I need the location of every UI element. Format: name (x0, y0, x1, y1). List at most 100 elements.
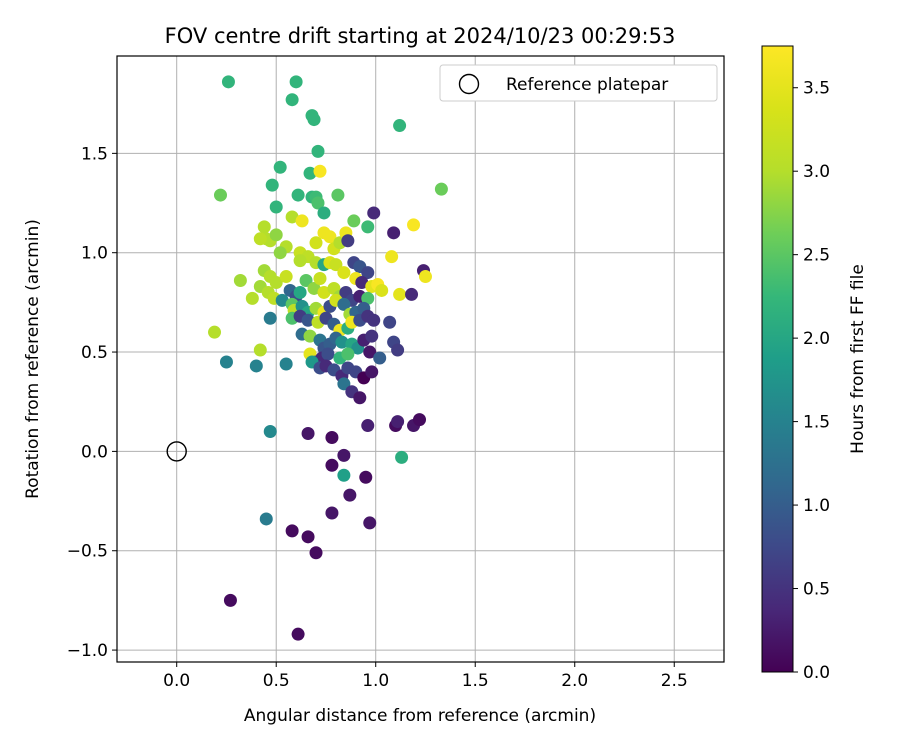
data-point (285, 93, 299, 107)
data-point (279, 270, 293, 284)
data-point (413, 413, 427, 427)
data-point (285, 524, 299, 538)
y-tick-label: 0.0 (81, 442, 108, 462)
data-point (301, 427, 315, 441)
data-point (253, 343, 267, 357)
y-tick-label: 1.0 (81, 244, 108, 264)
data-point (307, 281, 321, 295)
data-point (301, 313, 315, 327)
data-point (269, 228, 283, 242)
data-point (341, 347, 355, 361)
data-point (221, 75, 235, 89)
colorbar-tick-label: 1.0 (803, 496, 830, 516)
y-tick-label: 0.5 (81, 343, 108, 363)
legend-marker-reference (458, 73, 480, 95)
data-point (233, 274, 247, 288)
data-point (365, 365, 379, 379)
x-axis-label: Angular distance from reference (arcmin) (244, 706, 596, 726)
data-point (249, 359, 263, 373)
data-point (325, 430, 339, 444)
data-point (337, 448, 351, 462)
x-tick-label: 0.5 (263, 671, 290, 691)
data-point (391, 415, 405, 429)
data-point (259, 512, 273, 526)
data-point (375, 283, 389, 297)
colorbar-tick-label: 1.5 (803, 413, 830, 433)
data-point (367, 313, 381, 327)
data-point (405, 287, 419, 301)
data-point (393, 287, 407, 301)
colorbar-tick-label: 2.5 (803, 246, 830, 266)
data-point (313, 272, 327, 286)
data-point (301, 530, 315, 544)
colorbar: 0.0 0.5 1.0 1.5 2.0 2.5 3.0 3.5 Hours from firs… (761, 45, 868, 683)
data-point (373, 351, 387, 365)
data-point (269, 276, 283, 290)
x-axis-ticks: 0.0 0.5 1.0 1.5 2.0 2.5 (163, 662, 688, 691)
data-point (365, 329, 379, 343)
legend: Reference platepar (439, 64, 718, 102)
data-point (395, 450, 409, 464)
data-point (335, 335, 349, 349)
data-point (293, 285, 307, 299)
data-point (363, 345, 377, 359)
data-point (263, 425, 277, 439)
reference-marker (166, 441, 187, 462)
x-tick-label: 0.0 (163, 671, 190, 691)
data-point (407, 218, 421, 232)
data-point (253, 232, 267, 246)
colorbar-ticks: 0.0 0.5 1.0 1.5 2.0 2.5 3.0 3.5 (793, 79, 830, 683)
y-tick-label: 1.5 (81, 144, 108, 164)
y-tick-label: −0.5 (67, 542, 108, 562)
data-point (317, 285, 331, 299)
data-point (353, 391, 367, 405)
colorbar-tick-label: 3.5 (803, 79, 830, 99)
data-point (311, 144, 325, 158)
data-point (329, 258, 343, 272)
data-point (361, 419, 375, 433)
data-point (309, 236, 323, 250)
data-point (391, 343, 405, 357)
data-point (295, 214, 309, 228)
data-point (313, 164, 327, 178)
data-point (325, 458, 339, 472)
data-point (383, 315, 397, 329)
data-point (208, 325, 222, 339)
data-point (347, 214, 361, 228)
grid-lines (117, 56, 724, 662)
y-axis-ticks: −1.0 −0.5 0.0 0.5 1.0 1.5 (67, 144, 117, 661)
data-point (265, 178, 279, 192)
colorbar-gradient (761, 45, 794, 673)
legend-label-reference: Reference platepar (506, 75, 668, 95)
data-point (325, 506, 339, 520)
data-point (273, 160, 287, 174)
chart-title: FOV centre drift starting at 2024/10/23 … (165, 24, 676, 48)
data-point (285, 210, 299, 224)
data-points (208, 75, 448, 641)
data-point (291, 627, 305, 641)
legend-box (439, 64, 718, 102)
data-point (317, 206, 331, 220)
data-point (291, 188, 305, 202)
data-point (269, 200, 283, 214)
data-point (361, 291, 375, 305)
colorbar-label: Hours from first FF file (848, 264, 868, 454)
data-point (293, 254, 307, 268)
colorbar-tick-label: 0.5 (803, 580, 830, 600)
data-point (393, 119, 407, 133)
data-point (275, 293, 289, 307)
data-point (257, 220, 271, 234)
data-point (289, 75, 303, 89)
x-tick-label: 1.5 (462, 671, 489, 691)
data-point (361, 220, 375, 234)
plot-frame (116, 55, 725, 663)
data-point (311, 196, 325, 210)
data-point (385, 250, 399, 264)
data-point (387, 226, 401, 240)
data-point (337, 377, 351, 391)
colorbar-tick-label: 0.0 (803, 663, 830, 683)
x-tick-label: 2.5 (661, 671, 688, 691)
data-point (363, 516, 377, 530)
data-point (323, 230, 337, 244)
